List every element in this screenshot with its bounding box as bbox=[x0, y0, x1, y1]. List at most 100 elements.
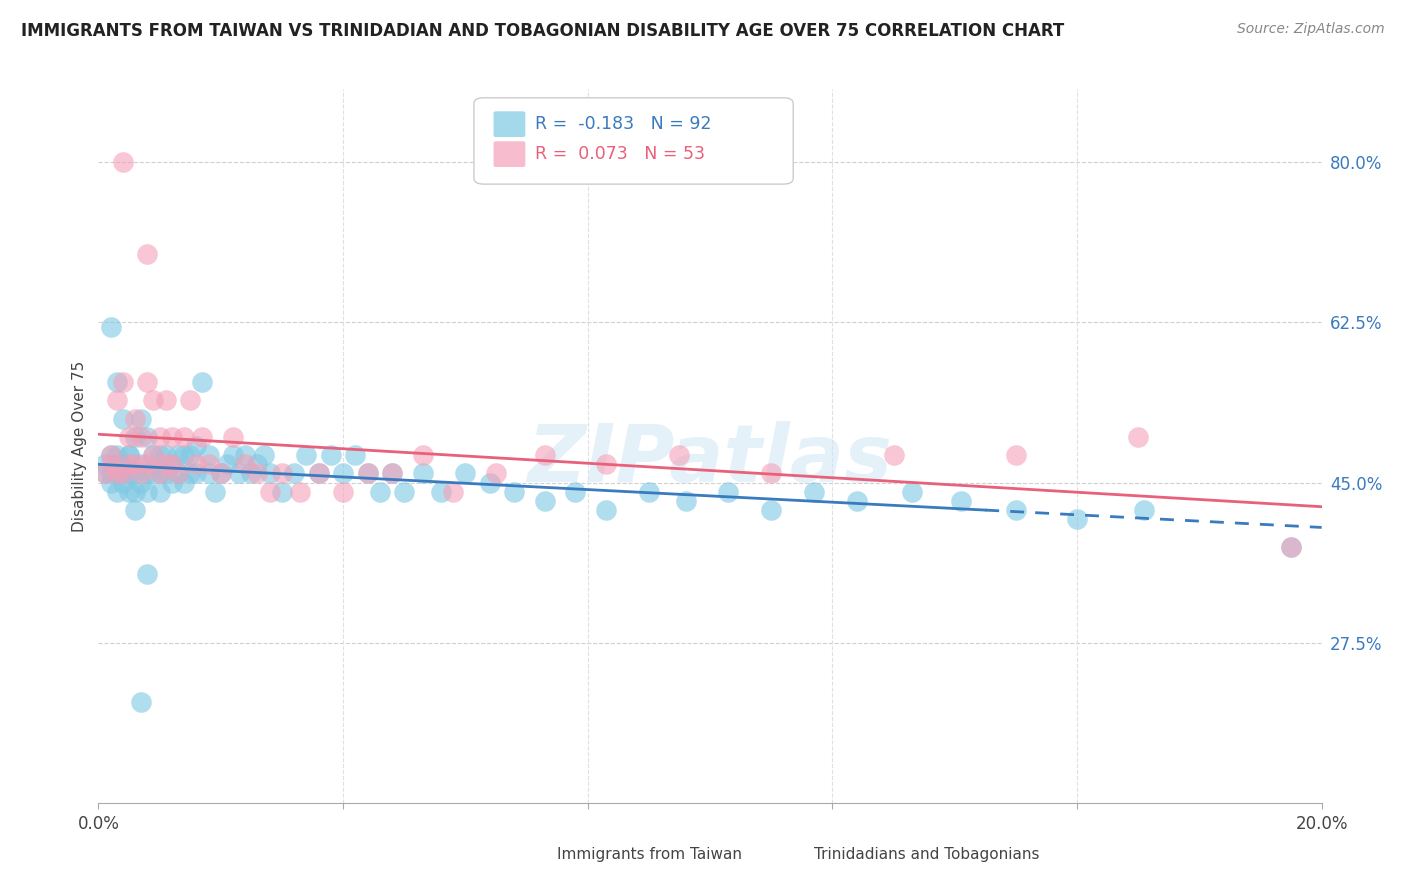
Point bbox=[100, 458, 122, 472]
Text: Trinidadians and Tobagonians: Trinidadians and Tobagonians bbox=[814, 847, 1039, 863]
Point bbox=[105, 448, 128, 462]
Point bbox=[160, 458, 183, 472]
Point bbox=[283, 467, 305, 481]
Point bbox=[191, 430, 214, 444]
Y-axis label: Disability Age Over 75: Disability Age Over 75 bbox=[72, 360, 87, 532]
Point bbox=[124, 430, 146, 444]
Point bbox=[949, 494, 972, 508]
Point bbox=[142, 393, 165, 408]
Point bbox=[233, 448, 256, 462]
Text: ZIPatlas: ZIPatlas bbox=[527, 421, 893, 500]
Point bbox=[259, 484, 281, 499]
Point bbox=[111, 411, 134, 425]
Point bbox=[118, 484, 141, 499]
Point bbox=[637, 484, 661, 499]
Point bbox=[111, 467, 134, 481]
Point bbox=[319, 448, 342, 462]
Point bbox=[111, 155, 134, 169]
Point bbox=[173, 448, 195, 462]
Point bbox=[105, 375, 128, 389]
Point bbox=[901, 484, 924, 499]
Point bbox=[308, 467, 330, 481]
Point bbox=[503, 484, 526, 499]
Point bbox=[173, 430, 195, 444]
Point bbox=[1004, 448, 1026, 462]
Point bbox=[100, 448, 122, 462]
Point bbox=[160, 458, 183, 472]
Point bbox=[675, 494, 697, 508]
Point bbox=[270, 484, 292, 499]
Point bbox=[167, 467, 190, 481]
Point bbox=[344, 448, 367, 462]
Point bbox=[191, 375, 214, 389]
Point bbox=[270, 467, 292, 481]
Point bbox=[142, 448, 165, 462]
Point bbox=[100, 448, 122, 462]
Point bbox=[105, 467, 128, 481]
Point bbox=[295, 448, 318, 462]
Point bbox=[308, 467, 330, 481]
Point bbox=[186, 467, 208, 481]
Text: IMMIGRANTS FROM TAIWAN VS TRINIDADIAN AND TOBAGONIAN DISABILITY AGE OVER 75 CORR: IMMIGRANTS FROM TAIWAN VS TRINIDADIAN AN… bbox=[21, 22, 1064, 40]
Point bbox=[129, 695, 152, 709]
Point bbox=[803, 484, 825, 499]
Point bbox=[111, 475, 134, 490]
Point bbox=[111, 458, 134, 472]
FancyBboxPatch shape bbox=[530, 844, 555, 866]
Point bbox=[759, 503, 782, 517]
Point bbox=[759, 467, 782, 481]
Point bbox=[233, 458, 256, 472]
Point bbox=[179, 448, 201, 462]
Point bbox=[100, 320, 122, 334]
Point bbox=[136, 467, 159, 481]
Text: R =  -0.183   N = 92: R = -0.183 N = 92 bbox=[536, 115, 711, 133]
Point bbox=[105, 393, 128, 408]
Point bbox=[222, 448, 245, 462]
Point bbox=[1133, 503, 1156, 517]
Point bbox=[222, 430, 245, 444]
Point bbox=[179, 393, 201, 408]
Point bbox=[105, 458, 128, 472]
Point bbox=[228, 467, 250, 481]
Point bbox=[160, 430, 183, 444]
Point bbox=[124, 458, 146, 472]
Point bbox=[118, 448, 141, 462]
Point bbox=[149, 430, 172, 444]
Point bbox=[179, 467, 201, 481]
Point bbox=[454, 467, 477, 481]
Point bbox=[240, 467, 263, 481]
Point bbox=[129, 458, 152, 472]
Point bbox=[197, 448, 219, 462]
Point bbox=[118, 467, 141, 481]
Point bbox=[129, 411, 152, 425]
Point bbox=[209, 467, 232, 481]
Point bbox=[204, 484, 226, 499]
FancyBboxPatch shape bbox=[787, 844, 811, 866]
Point bbox=[412, 448, 434, 462]
Point bbox=[186, 439, 208, 453]
Point bbox=[381, 467, 404, 481]
Point bbox=[332, 484, 354, 499]
Point bbox=[136, 375, 159, 389]
Point bbox=[118, 430, 141, 444]
FancyBboxPatch shape bbox=[474, 98, 793, 184]
Point bbox=[149, 467, 172, 481]
Point bbox=[136, 567, 159, 582]
Text: Immigrants from Taiwan: Immigrants from Taiwan bbox=[557, 847, 742, 863]
Point bbox=[124, 467, 146, 481]
Point bbox=[412, 467, 434, 481]
Point bbox=[142, 467, 165, 481]
Point bbox=[100, 467, 122, 481]
Point bbox=[197, 467, 219, 481]
Point bbox=[100, 475, 122, 490]
Point bbox=[142, 448, 165, 462]
Point bbox=[105, 484, 128, 499]
Point bbox=[155, 467, 177, 481]
Point bbox=[595, 458, 617, 472]
Point bbox=[155, 458, 177, 472]
Point bbox=[93, 467, 115, 481]
Point bbox=[118, 448, 141, 462]
Point bbox=[564, 484, 586, 499]
Point bbox=[534, 448, 557, 462]
Point bbox=[1128, 430, 1150, 444]
